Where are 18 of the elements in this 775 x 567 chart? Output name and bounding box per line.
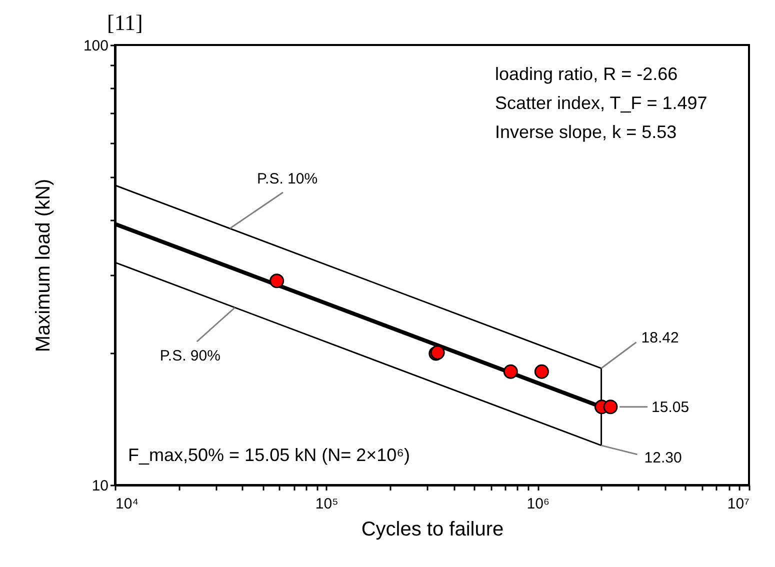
x-tick-label: 10⁵ [315,496,338,512]
annotation: loading ratio, R = -2.66 [495,64,678,84]
annotation: F_max,50% = 15.05 kN (N= 2×10⁶) [128,445,410,465]
annotation: Scatter index, T_F = 1.497 [495,93,708,113]
annotation: 18.42 [641,329,679,346]
y-tick-label: 10 [92,478,108,494]
x-axis-title: Cycles to failure [361,518,504,540]
y-tick-label: 100 [83,38,108,54]
y-axis-title: Maximum load (kN) [32,178,54,352]
annotation: P.S. 90% [160,348,220,365]
annotation: 12.30 [644,449,682,466]
annotation: 15.05 [652,398,690,416]
annotation: Inverse slope, k = 5.53 [495,122,677,142]
text: [11] [107,10,143,35]
annotation: P.S. 10% [256,170,318,188]
x-tick-label: 10⁷ [727,496,750,512]
x-tick-label: 10⁴ [116,496,139,512]
x-tick-label: 10⁶ [526,496,550,512]
